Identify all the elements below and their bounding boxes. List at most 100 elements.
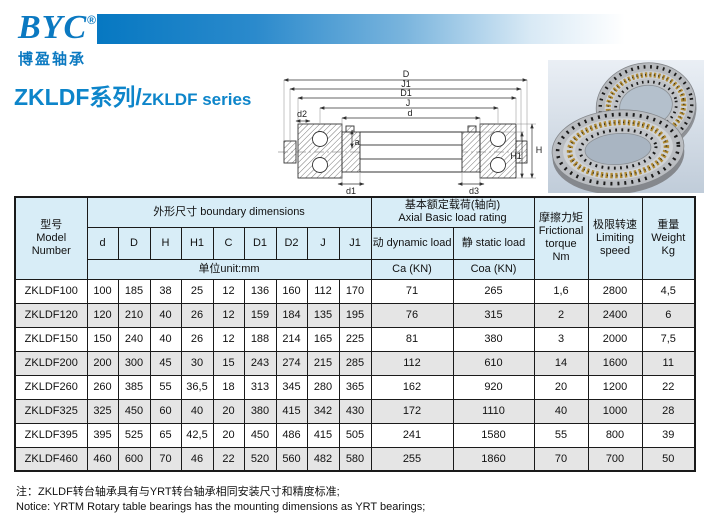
header-limit-en: Limiting speed	[596, 231, 634, 257]
value-cell: 2000	[587, 326, 643, 352]
value-cell: 315	[452, 302, 535, 328]
value-cell: 162	[370, 374, 454, 400]
value-cell: 25	[180, 278, 214, 304]
header-model-zh: 型号	[40, 218, 63, 231]
value-cell: 482	[306, 446, 340, 472]
bearing-product-photo	[548, 60, 704, 193]
value-cell: 38	[149, 278, 182, 304]
brand-gradient-bar	[97, 14, 625, 44]
value-cell: 159	[243, 302, 277, 328]
header-dim-H: H	[149, 226, 182, 260]
dim-label-D: D	[403, 69, 410, 79]
value-cell: 22	[212, 446, 245, 472]
header-ca: Ca (KN)	[370, 258, 454, 280]
value-cell: 450	[117, 398, 151, 424]
value-cell: 55	[533, 422, 589, 448]
value-cell: 486	[275, 422, 308, 448]
header-weight-unit: Kg	[661, 244, 675, 257]
header-unit-row: 单位unit:mm	[86, 258, 372, 280]
value-cell: 1110	[452, 398, 535, 424]
value-cell: 28	[641, 398, 696, 424]
value-cell: 450	[243, 422, 277, 448]
table-row: ZKLDF260 260 385 55 36,5 18 313 345 280 365 162 920…	[14, 374, 696, 400]
table-row: ZKLDF395 395 525 65 42,5 20 450 486 415 505 241 158…	[14, 422, 696, 448]
dim-label-H: H	[536, 145, 543, 155]
header-dim-J1: J1	[338, 226, 372, 260]
value-cell: 200	[86, 350, 119, 376]
value-cell: 525	[117, 422, 151, 448]
value-cell: 280	[306, 374, 340, 400]
brand-logo-subtitle: 博盈轴承	[18, 51, 87, 68]
header-friction-zh: 摩擦力矩	[539, 212, 583, 225]
value-cell: 42,5	[180, 422, 214, 448]
value-cell: 365	[338, 374, 372, 400]
bearing-cross-section-diagram: D J1 D1 J d d2 a d1 d3 H1 H	[278, 69, 542, 196]
value-cell: 3	[533, 326, 589, 352]
value-cell: 195	[338, 302, 372, 328]
note-zh: 注：ZKLDF转台轴承具有与YRT转台轴承相同安装尺寸和精度标准;	[16, 486, 340, 498]
value-cell: 505	[338, 422, 372, 448]
value-cell: 50	[641, 446, 696, 472]
page-title: ZKLDF系列/ZKLDF series	[14, 78, 251, 112]
value-cell: 1580	[452, 422, 535, 448]
header-limit-zh: 极限转速	[593, 218, 637, 231]
value-cell: 40	[149, 326, 182, 352]
value-cell: 1000	[587, 398, 643, 424]
value-cell: 415	[306, 422, 340, 448]
value-cell: 265	[452, 278, 535, 304]
header-dim-C: C	[212, 226, 245, 260]
table-row: ZKLDF200 200 300 45 30 15 243 274 215 285 112 610 14…	[14, 350, 696, 376]
page-title-zh: ZKLDF系列/	[14, 84, 142, 110]
value-cell: 700	[587, 446, 643, 472]
value-cell: 170	[338, 278, 372, 304]
table-row: ZKLDF120 120 210 40 26 12 159 184 135 195 76 315 2 24…	[14, 302, 696, 328]
dim-label-H1: H1	[510, 151, 522, 161]
value-cell: 100	[86, 278, 119, 304]
value-cell: 15	[212, 350, 245, 376]
header-axial-en: Axial Basic load rating	[398, 212, 507, 225]
value-cell: 70	[533, 446, 589, 472]
value-cell: 185	[117, 278, 151, 304]
value-cell: 165	[306, 326, 340, 352]
value-cell: 800	[587, 422, 643, 448]
brand-logo-row: BYC®	[18, 4, 96, 50]
brand-logo: BYC® 博盈轴承	[18, 4, 96, 69]
value-cell: 150	[86, 326, 119, 352]
model-cell: ZKLDF325	[14, 398, 88, 424]
value-cell: 225	[338, 326, 372, 352]
table-row: ZKLDF150 150 240 40 26 12 188 214 165 225 81 380 3 20…	[14, 326, 696, 352]
value-cell: 255	[370, 446, 454, 472]
value-cell: 580	[338, 446, 372, 472]
header-dim-d: d	[86, 226, 119, 260]
value-cell: 285	[338, 350, 372, 376]
value-cell: 342	[306, 398, 340, 424]
value-cell: 135	[306, 302, 340, 328]
dim-label-J1: J1	[401, 79, 411, 89]
dimension-labels: D J1 D1 J d d2 a d1 d3 H1 H	[297, 69, 542, 196]
header-frictional-torque: 摩擦力矩 Frictional torque Nm	[533, 196, 589, 280]
table-body: ZKLDF100 100 185 38 25 12 136 160 112 170 71 265 1,6…	[14, 278, 696, 472]
value-cell: 1860	[452, 446, 535, 472]
value-cell: 313	[243, 374, 277, 400]
value-cell: 81	[370, 326, 454, 352]
value-cell: 345	[275, 374, 308, 400]
value-cell: 76	[370, 302, 454, 328]
model-cell: ZKLDF150	[14, 326, 88, 352]
header-friction-unit: Nm	[552, 251, 570, 264]
value-cell: 7,5	[641, 326, 696, 352]
value-cell: 325	[86, 398, 119, 424]
header-model: 型号 Model Number	[14, 196, 88, 280]
table-row: ZKLDF460 460 600 70 46 22 520 560 482 580 255 1860 7…	[14, 446, 696, 472]
value-cell: 380	[243, 398, 277, 424]
header-coa: Coa (KN)	[452, 258, 535, 280]
header-friction-en: Frictional torque	[538, 225, 584, 251]
value-cell: 40	[533, 398, 589, 424]
value-cell: 300	[117, 350, 151, 376]
value-cell: 11	[641, 350, 696, 376]
photo-front-bearing	[551, 109, 685, 193]
value-cell: 274	[275, 350, 308, 376]
value-cell: 112	[370, 350, 454, 376]
value-cell: 1600	[587, 350, 643, 376]
value-cell: 55	[149, 374, 182, 400]
